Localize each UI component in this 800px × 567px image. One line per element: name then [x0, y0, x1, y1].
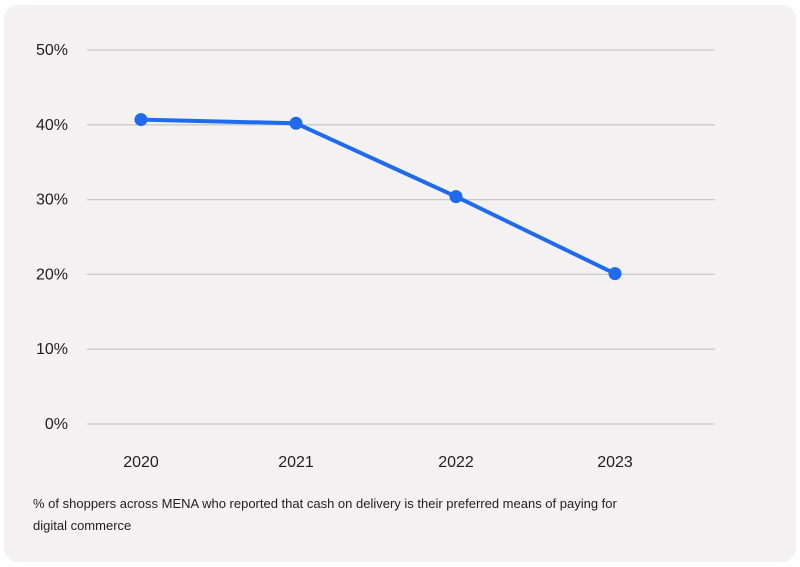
y-tick-label: 40%: [36, 117, 68, 134]
y-axis-ticks: 0% 10% 20% 30% 40% 50%: [36, 42, 68, 433]
y-tick-label: 0%: [45, 416, 68, 433]
data-point: [449, 190, 463, 204]
grid-lines: [87, 49, 715, 425]
x-tick-label: 2021: [278, 454, 314, 471]
x-axis-ticks: 2020 2021 2022 2023: [123, 454, 633, 471]
x-tick-label: 2023: [597, 454, 633, 471]
x-tick-label: 2020: [123, 454, 159, 471]
data-point: [289, 116, 303, 130]
x-tick-label: 2022: [438, 454, 474, 471]
y-tick-label: 30%: [36, 192, 68, 209]
y-tick-label: 10%: [36, 341, 68, 358]
chart-caption: % of shoppers across MENA who reported t…: [33, 496, 617, 533]
chart-card: [4, 5, 796, 562]
data-point: [134, 113, 148, 127]
data-point: [608, 267, 622, 281]
y-tick-label: 50%: [36, 42, 68, 59]
series-line: [139, 117, 617, 276]
series-group: [134, 113, 622, 281]
y-tick-label: 20%: [36, 266, 68, 283]
